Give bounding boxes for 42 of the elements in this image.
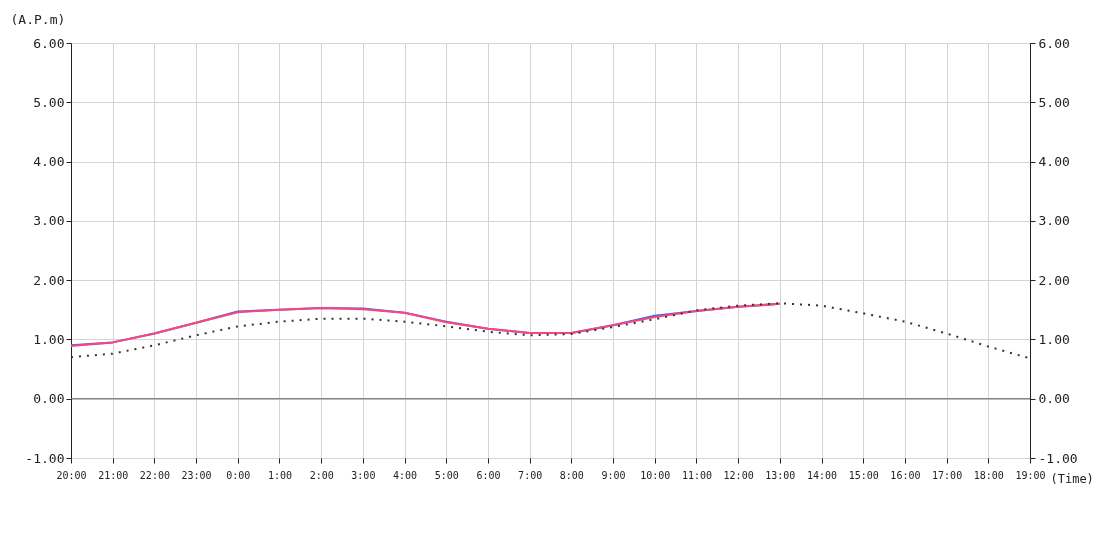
- x-tick-label: 14:00: [806, 469, 838, 481]
- y-axis-title: (A.P.m): [10, 11, 66, 27]
- x-tick-label: 5:00: [434, 469, 459, 481]
- x-tick-label: 22:00: [139, 469, 170, 481]
- y2-tick-label: 1.00: [1038, 331, 1070, 347]
- x-tick-label: 19:00: [1015, 469, 1046, 481]
- y2-tick-label: -1.00: [1038, 450, 1078, 466]
- x-tick-label: 16:00: [890, 469, 921, 481]
- y-tick-label: 0.00: [33, 391, 65, 407]
- x-tick-label: 7:00: [518, 469, 543, 481]
- x-axis-title: (Time): [1050, 471, 1094, 486]
- y-tick-label: 2.00: [33, 272, 65, 288]
- x-tick-label: 9:00: [601, 469, 626, 481]
- x-tick-label: 12:00: [723, 469, 754, 481]
- y-tick-label: 3.00: [33, 213, 65, 229]
- y2-tick-label: 4.00: [1038, 154, 1070, 170]
- x-tick-label: 11:00: [681, 469, 712, 481]
- y-tick-label: 5.00: [33, 94, 65, 110]
- x-tick-label: 2:00: [309, 469, 334, 481]
- x-tick-label: 21:00: [98, 469, 129, 481]
- x-tick-label: 6:00: [476, 469, 501, 481]
- y2-tick-label: 3.00: [1038, 213, 1070, 229]
- x-tick-label: 17:00: [932, 469, 963, 481]
- y-tick-label: -1.00: [25, 450, 65, 466]
- x-tick-label: 20:00: [56, 469, 87, 481]
- y-tick-label: 4.00: [33, 154, 65, 170]
- y2-tick-label: 5.00: [1038, 94, 1070, 110]
- y2-tick-label: 0.00: [1038, 391, 1070, 407]
- x-tick-label: 3:00: [351, 469, 376, 481]
- x-tick-label: 18:00: [973, 469, 1004, 481]
- x-tick-label: 23:00: [181, 469, 212, 481]
- y2-tick-label: 2.00: [1038, 272, 1070, 288]
- y-tick-label: 1.00: [33, 331, 65, 347]
- x-tick-label: 13:00: [765, 469, 796, 481]
- x-tick-label: 0:00: [226, 469, 251, 481]
- x-tick-label: 15:00: [848, 469, 879, 481]
- x-tick-label: 4:00: [393, 469, 418, 481]
- x-tick-label: 8:00: [559, 469, 584, 481]
- y-tick-label: 6.00: [33, 35, 65, 51]
- x-tick-label: 10:00: [640, 469, 671, 481]
- y2-tick-label: 6.00: [1038, 35, 1070, 51]
- x-tick-label: 1:00: [267, 469, 293, 481]
